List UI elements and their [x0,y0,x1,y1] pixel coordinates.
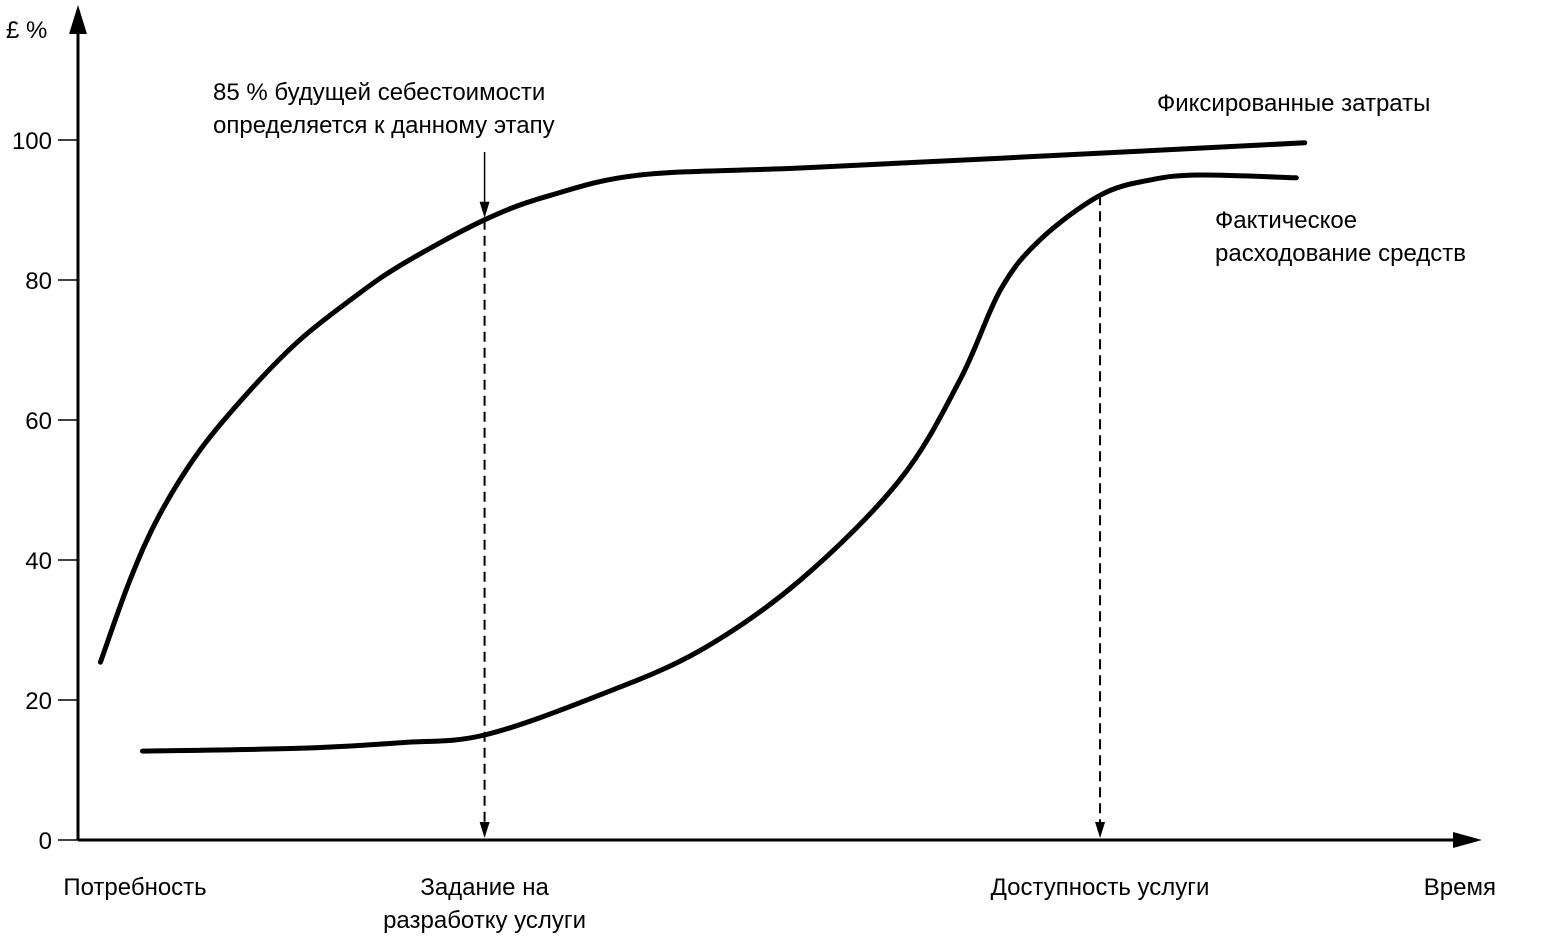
dashed-marker-arrow [479,822,490,838]
x-category-label: Потребность [63,874,206,901]
y-tick-label: 0 [39,828,52,855]
legend-label-actual-spending: Фактическое [1215,207,1357,234]
y-axis-arrow [69,5,87,34]
annotation-arrowhead [479,201,490,218]
x-category-label: Доступность услуги [991,874,1210,901]
x-axis-arrow [1453,832,1482,848]
y-tick-label: 20 [25,688,52,715]
series-line-fixed-costs [97,140,1308,665]
y-tick-label: 80 [25,268,52,295]
y-tick-label: 60 [25,408,52,435]
legend-label-fixed-costs: Фиксированные затраты [1157,90,1430,117]
x-category-label: разработку услуги [383,907,586,934]
y-tick-label: 40 [25,548,52,575]
legend-label-actual-spending: расходование средств [1215,240,1466,267]
annotation-text: 85 % будущей себестоимости [213,79,545,106]
x-category-label: Задание на [420,874,549,901]
series-line-actual-spending [139,172,1299,754]
y-axis-label: £ % [6,17,47,44]
x-axis-label: Время [1424,874,1496,901]
annotation-text: определяется к данному этапу [213,112,555,139]
y-tick-label: 100 [12,128,52,155]
dashed-marker-arrow [1095,822,1106,838]
